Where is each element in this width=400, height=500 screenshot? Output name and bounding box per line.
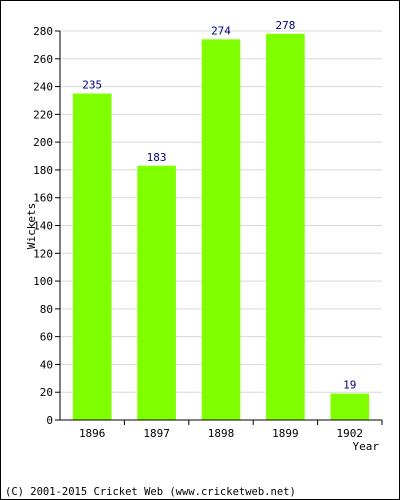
y-tick-label: 140 xyxy=(33,220,53,233)
y-tick-label: 280 xyxy=(33,25,53,38)
x-tick-label: 1896 xyxy=(79,427,106,440)
x-tick-label: 1902 xyxy=(337,427,364,440)
data-labels: 235 183 274 278 19 xyxy=(82,19,356,392)
y-tick-labels: 0 20 40 60 80 100 120 140 160 180 200 220 240 260 280 xyxy=(33,25,60,427)
y-tick-label: 60 xyxy=(40,331,53,344)
y-tick-label: 220 xyxy=(33,108,53,121)
y-axis-title: Wickets xyxy=(25,203,38,249)
x-tick-label: 1899 xyxy=(272,427,299,440)
x-tick-label: 1898 xyxy=(208,427,235,440)
x-axis-title: Year xyxy=(353,440,380,453)
data-label-1896: 235 xyxy=(82,79,102,92)
y-tick-label: 40 xyxy=(40,358,53,371)
data-label-1898: 274 xyxy=(211,24,231,37)
y-tick-label: 0 xyxy=(46,414,53,427)
y-tick-label: 260 xyxy=(33,53,53,66)
y-tick-label: 120 xyxy=(33,247,53,260)
data-label-1902: 19 xyxy=(343,379,356,392)
bar-1897 xyxy=(137,165,176,420)
bar-1902 xyxy=(330,393,370,420)
y-tick-label: 200 xyxy=(33,136,53,149)
y-tick-label: 160 xyxy=(33,192,53,205)
x-tick-label: 1897 xyxy=(143,427,170,440)
y-tick-label: 80 xyxy=(40,303,53,316)
y-tick-label: 180 xyxy=(33,164,53,177)
bar-1896 xyxy=(72,93,112,421)
data-label-1897: 183 xyxy=(147,151,167,164)
data-label-1899: 278 xyxy=(275,19,295,32)
y-tick-label: 240 xyxy=(33,81,53,94)
y-tick-label: 20 xyxy=(40,386,53,399)
bar-1898 xyxy=(201,39,241,420)
bars xyxy=(72,33,370,421)
y-tick-label: 100 xyxy=(33,275,53,288)
bar-1899 xyxy=(266,33,305,421)
x-tick-labels: 1896 1897 1898 1899 1902 xyxy=(79,420,383,440)
copyright-footer: (C) 2001-2015 Cricket Web (www.cricketwe… xyxy=(5,486,296,498)
